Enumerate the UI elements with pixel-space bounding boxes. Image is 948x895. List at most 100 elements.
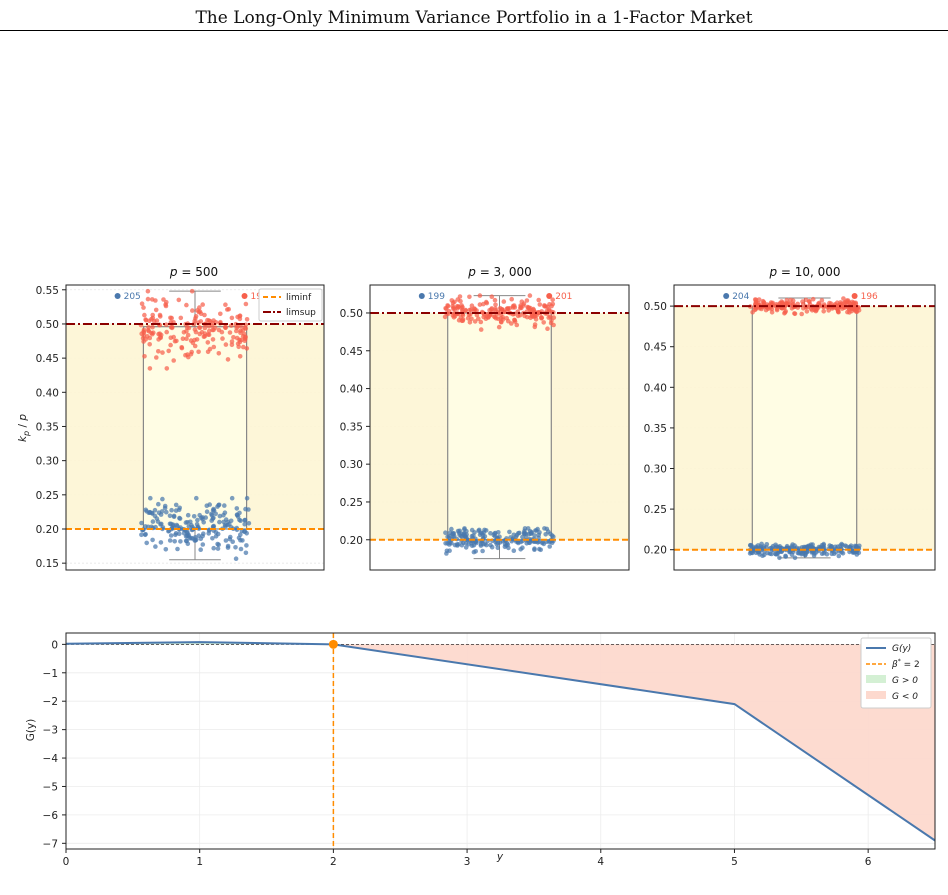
data-point bbox=[198, 536, 204, 541]
data-point bbox=[158, 540, 164, 545]
data-point bbox=[202, 325, 208, 331]
data-point bbox=[198, 547, 203, 552]
data-point bbox=[536, 297, 541, 303]
data-point bbox=[233, 545, 238, 550]
count-marker bbox=[418, 293, 425, 299]
data-point bbox=[489, 294, 495, 300]
data-point bbox=[154, 355, 159, 360]
data-point bbox=[835, 307, 840, 312]
data-point bbox=[227, 536, 233, 542]
y-tick-label: 0.25 bbox=[36, 490, 59, 502]
data-point bbox=[518, 303, 523, 308]
y-tick-label: 0.15 bbox=[36, 558, 59, 570]
count-label: 201 bbox=[555, 292, 572, 302]
data-point bbox=[167, 538, 173, 543]
data-point bbox=[463, 545, 469, 550]
y-tick-label: 0.20 bbox=[340, 535, 363, 547]
data-point bbox=[226, 306, 231, 312]
data-point bbox=[769, 301, 775, 307]
data-point bbox=[497, 534, 502, 539]
data-point bbox=[179, 345, 184, 350]
data-point bbox=[798, 550, 804, 555]
legend-beta-label: β* = 2 bbox=[891, 658, 920, 670]
data-point bbox=[789, 306, 795, 311]
figure: p = 500 kp / p 205195 0.150.200.250.300.… bbox=[17, 265, 936, 868]
data-point bbox=[223, 342, 229, 347]
data-point bbox=[515, 313, 521, 319]
data-point bbox=[551, 534, 556, 539]
data-point bbox=[484, 542, 489, 548]
data-point bbox=[760, 298, 766, 304]
data-point bbox=[804, 545, 810, 551]
y-tick-label: 0.45 bbox=[644, 342, 667, 354]
data-point bbox=[450, 313, 456, 318]
data-point bbox=[814, 546, 819, 552]
data-point bbox=[847, 544, 852, 550]
legend-g-label: G(y) bbox=[892, 644, 911, 654]
data-point bbox=[462, 526, 467, 531]
data-point bbox=[538, 547, 543, 553]
data-point bbox=[493, 302, 498, 308]
data-point bbox=[492, 297, 498, 303]
data-point bbox=[139, 301, 145, 307]
data-point bbox=[144, 540, 149, 546]
data-point bbox=[828, 544, 834, 550]
data-point bbox=[184, 302, 189, 308]
y-tick-label: 0.40 bbox=[36, 387, 59, 399]
data-point bbox=[163, 303, 169, 309]
data-point bbox=[164, 509, 169, 515]
data-point bbox=[748, 542, 753, 548]
data-point bbox=[206, 318, 212, 323]
data-point bbox=[209, 511, 214, 517]
data-point bbox=[145, 524, 151, 530]
data-point bbox=[217, 513, 223, 519]
data-point bbox=[469, 527, 475, 533]
data-point bbox=[477, 302, 483, 307]
data-point bbox=[234, 328, 239, 334]
data-point bbox=[175, 546, 180, 552]
data-point bbox=[532, 546, 537, 551]
data-point bbox=[244, 495, 250, 501]
data-point bbox=[158, 334, 163, 340]
data-point bbox=[491, 532, 497, 538]
y-tick-label: 0.35 bbox=[340, 421, 363, 433]
data-point bbox=[149, 297, 155, 302]
data-point bbox=[847, 310, 852, 315]
y-tick-label: −4 bbox=[43, 753, 59, 765]
data-point bbox=[447, 542, 452, 547]
data-point bbox=[215, 546, 221, 551]
data-point bbox=[447, 533, 452, 539]
data-point bbox=[161, 297, 166, 302]
data-point bbox=[227, 521, 232, 527]
data-point bbox=[853, 300, 858, 306]
data-point bbox=[838, 300, 843, 305]
data-point bbox=[533, 528, 538, 533]
data-point bbox=[512, 305, 518, 310]
data-point bbox=[240, 538, 245, 543]
data-point bbox=[194, 337, 200, 342]
panel-title: p = 3, 000 bbox=[467, 265, 531, 279]
data-point bbox=[205, 349, 211, 355]
data-point bbox=[149, 524, 154, 530]
data-point bbox=[759, 306, 764, 312]
data-point bbox=[154, 516, 160, 521]
data-point bbox=[243, 550, 249, 556]
data-point bbox=[474, 308, 479, 313]
data-point bbox=[476, 316, 481, 322]
data-point bbox=[502, 544, 508, 550]
y-tick-label: 0.30 bbox=[340, 459, 363, 471]
data-point bbox=[185, 512, 191, 518]
data-point bbox=[244, 543, 249, 548]
data-point bbox=[790, 298, 796, 304]
data-point bbox=[537, 302, 543, 307]
data-point bbox=[188, 519, 193, 525]
data-point bbox=[167, 513, 173, 519]
panel-title: p = 500 bbox=[169, 265, 218, 279]
data-point bbox=[142, 354, 147, 359]
data-point bbox=[449, 526, 454, 532]
data-point bbox=[840, 542, 845, 548]
data-point bbox=[216, 542, 221, 547]
data-point bbox=[799, 311, 804, 317]
data-point bbox=[145, 288, 151, 294]
y-tick-label: 0.45 bbox=[340, 346, 363, 358]
